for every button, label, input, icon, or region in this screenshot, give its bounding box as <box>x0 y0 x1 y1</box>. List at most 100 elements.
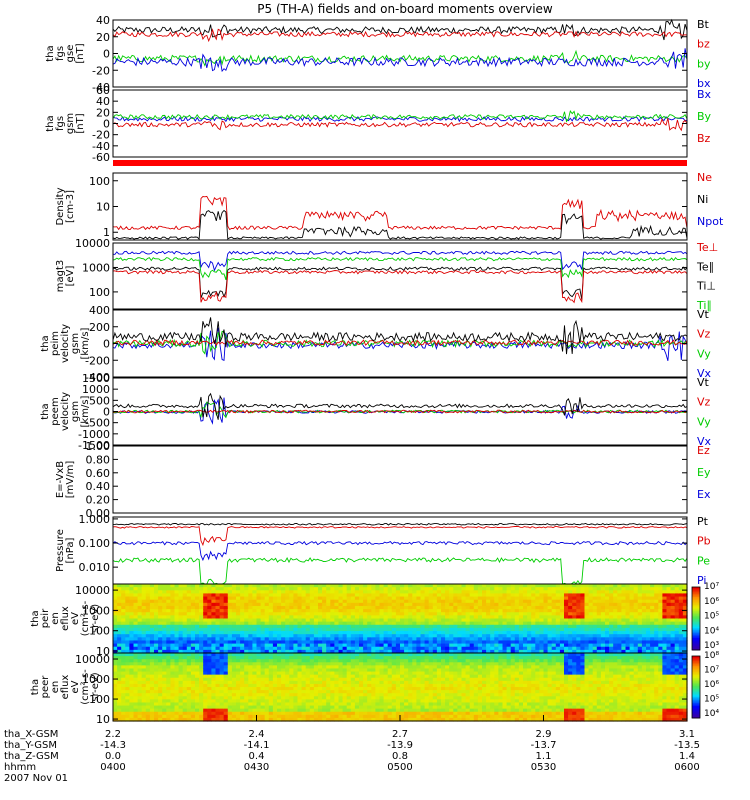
y-tick-label: 0.80 <box>86 453 111 466</box>
y-tick-label: 1.000 <box>79 513 111 526</box>
series-tiblue <box>112 250 688 272</box>
y-tick-label: 200 <box>89 321 110 334</box>
y-axis-label: (cm²-s- <box>80 600 91 636</box>
colorbar-label: 10⁸ <box>704 651 719 661</box>
footer-row-label: tha_Y-GSM <box>4 740 57 751</box>
y-tick-label: 100 <box>89 693 110 706</box>
y-axis-label: velocity <box>60 324 71 363</box>
colorbar-label: 10⁶ <box>704 597 719 607</box>
y-axis-label: tha <box>45 115 56 131</box>
y-tick-label: 0 <box>103 48 110 61</box>
legend-item: Vz <box>697 396 711 409</box>
y-tick-label: 10 <box>96 713 110 726</box>
y-tick-label: 100 <box>89 286 110 299</box>
panel-frame <box>112 172 688 241</box>
footer-tick-z: 0.0 <box>105 751 121 762</box>
chart-title: P5 (TH-A) fields and on-board moments ov… <box>257 2 553 16</box>
series-pt <box>112 522 688 526</box>
legend-item: Pt <box>697 515 709 528</box>
y-tick-label: 0.010 <box>79 561 111 574</box>
panel-density: 1 10 100 Density [cm-3] Ne Ni Npot <box>55 171 724 241</box>
y-axis-label: en <box>50 681 61 694</box>
peir-spectrogram-cells <box>113 584 688 654</box>
legend-item: Vy <box>697 347 711 360</box>
colorbar-label: 10⁵ <box>704 695 719 705</box>
y-tick-label: 0.40 <box>86 480 111 493</box>
footer-tick-z: 0.8 <box>392 751 408 762</box>
y-axis-label: peir <box>40 608 51 628</box>
footer-tick-time: 0500 <box>387 762 412 773</box>
y-tick-label: 0.00 <box>86 507 111 520</box>
y-tick-label: -60 <box>92 151 110 164</box>
series-te <box>112 266 688 300</box>
legend-item: Pb <box>697 535 711 548</box>
series-vt <box>112 317 688 355</box>
y-axis-label: [nT] <box>75 43 86 63</box>
y-tick-label: 10000 <box>75 584 110 597</box>
footer-tick-time: 0430 <box>244 762 269 773</box>
footer-tick-time: 0600 <box>674 762 699 773</box>
y-axis-label: peer <box>40 675 51 699</box>
y-tick-label: 10000 <box>75 653 110 666</box>
y-tick-label: 0.20 <box>86 494 111 507</box>
y-axis-label: tha <box>40 403 51 419</box>
series-bt <box>112 18 688 41</box>
colorbar-label: 10⁵ <box>704 612 719 622</box>
footer-tick-y: -13.7 <box>531 740 557 751</box>
y-axis-label: [cm-3] <box>65 190 76 223</box>
footer-row-label: tha_X-GSM <box>4 729 58 740</box>
y-axis-label: Density <box>55 187 66 225</box>
footer-tick-z: 0.4 <box>249 751 265 762</box>
footer-tick-y: -13.5 <box>674 740 700 751</box>
y-axis-label: gsm <box>65 113 76 134</box>
legend-item: Npot <box>697 215 724 228</box>
series-bz <box>112 28 688 43</box>
legend-item: bz <box>697 38 710 51</box>
colorbar-label: 10⁶ <box>704 680 719 690</box>
colorbar-label: 10³ <box>704 641 719 651</box>
y-axis-label: eV <box>70 612 81 625</box>
colorbar-label: 10⁷ <box>704 666 719 676</box>
mode-bar <box>113 160 687 166</box>
y-tick-label: -40 <box>92 140 110 153</box>
legend-item: By <box>697 110 712 123</box>
legend-item: Vx <box>697 435 712 448</box>
y-tick-label: 1000 <box>82 604 110 617</box>
y-tick-label: 0 <box>103 338 110 351</box>
legend-item: Vz <box>697 328 711 341</box>
y-tick-label: 1000 <box>82 261 110 274</box>
y-tick-label: -20 <box>92 129 110 142</box>
y-tick-label: -40 <box>92 81 110 94</box>
y-tick-label: -20 <box>92 64 110 77</box>
y-tick-label: 10 <box>96 201 110 214</box>
series-pb <box>112 525 688 547</box>
series-bx <box>112 48 688 73</box>
y-tick-label: 1 <box>103 226 110 239</box>
panel-peir-spectrogram: 10³ 10⁴ 10⁵ 10⁶ 10⁷ 10 100 1000 10000 tha peir en ef… <box>30 582 719 658</box>
y-axis-label: en <box>50 612 61 625</box>
legend-item: Ti⊥ <box>696 280 716 293</box>
y-tick-label: -1500 <box>78 439 110 452</box>
y-axis-label: tha <box>30 610 41 626</box>
footer-tick-time: 0530 <box>531 762 556 773</box>
series-vt <box>112 392 688 420</box>
y-tick-label: -1000 <box>78 428 110 441</box>
series-vz <box>112 409 688 414</box>
peer-spectrogram-cells <box>113 653 688 722</box>
legend-item: Ti∥ <box>696 299 712 312</box>
footer-tick-x: 2.9 <box>536 729 552 740</box>
y-tick-label: 10 <box>96 645 110 658</box>
y-tick-label: 500 <box>89 394 110 407</box>
y-axis-label: [nT] <box>75 113 86 133</box>
y-tick-label: 1500 <box>82 372 110 385</box>
y-axis-label: Pressure <box>55 529 66 572</box>
y-tick-label: 40 <box>96 14 110 27</box>
panel-peim-velocity: -400 -200 0 200 400 tha peim velocity gsm [km/s] V… <box>40 304 712 384</box>
y-axis-label: gsm <box>70 401 81 422</box>
y-axis-label: tha <box>40 335 51 351</box>
footer-tick-x: 2.4 <box>249 729 265 740</box>
legend-item: Te∥ <box>696 260 714 273</box>
